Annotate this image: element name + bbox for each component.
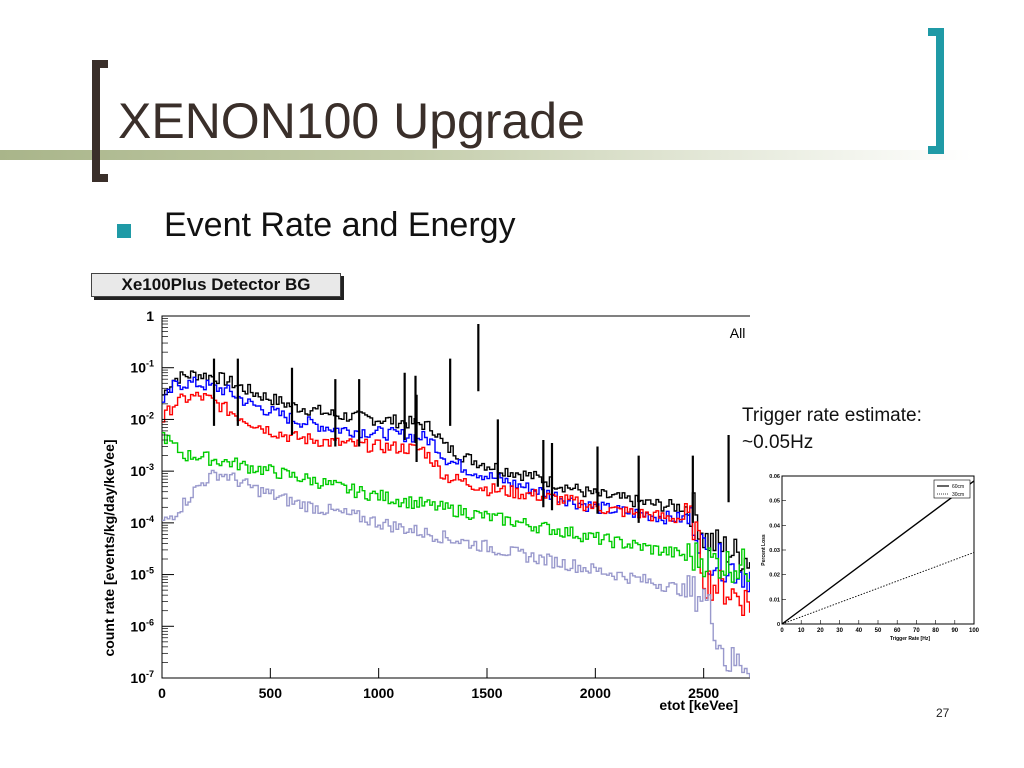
main-legend-entry: All Materials [730,325,750,341]
small-xtick-label: 80 [932,628,939,634]
small-xtick-label: 0 [780,628,784,634]
small-legend-entry: 30cm [952,492,964,498]
main-series-copper [162,469,750,678]
main-xtick-label: 2000 [580,685,611,701]
main-xtick-label: 1000 [363,685,394,701]
small-xtick-label: 40 [855,628,862,634]
small-ytick-label: 0.01 [769,597,780,603]
small-ytick-label: 0.03 [769,548,780,554]
main-ytick-label: 10-2 [130,410,154,427]
main-xlabel: etot [keVee] [659,697,738,713]
main-ylabel: count rate [events/kg/day/keVee] [101,439,117,656]
small-legend-box [933,479,971,499]
main-series-all-materials [162,370,750,572]
small-xtick-label: 100 [969,628,980,634]
small-series-30cm [781,552,975,625]
slide-number: 27 [936,706,950,720]
main-ytick-label: 10-1 [130,359,154,376]
small-xtick-label: 30 [836,628,843,634]
main-xtick-label: 0 [158,685,166,701]
title-rule [0,150,1024,160]
small-ytick-label: 0.06 [769,474,780,480]
small-xtick-label: 90 [951,628,958,634]
small-xtick-label: 20 [817,628,824,634]
small-ylabel: Percent Loss [761,534,767,566]
main-ytick-label: 10-6 [130,617,154,634]
main-series-teflon [162,432,750,583]
main-ytick-label: 10-3 [130,462,154,479]
trigger-rate-chart: 0 10 20 30 40 50 60 70 80 90 100 0 0.01 0.02 0.03 0.04 0… [761,474,980,642]
main-series-pmts [162,376,750,593]
background-spectrum-chart: 050010001500200025003000110-110-210-310-… [101,308,750,713]
main-xtick-label: 2500 [688,685,719,701]
slide-title: XENON100 Upgrade [118,93,585,149]
small-legend-entry: 60cm [952,484,964,490]
small-xtick-label: 10 [798,628,805,634]
trigger-rate-note: Trigger rate estimate: ~0.05Hz [742,402,922,456]
small-xtick-label: 50 [875,628,882,634]
small-xtick-label: 60 [894,628,901,634]
title-bracket-left [92,60,108,182]
small-ytick-label: 0 [777,622,780,628]
trigger-rate-line1: Trigger rate estimate: [742,405,922,426]
small-series-60cm [781,480,975,625]
main-xtick-label: 500 [259,685,283,701]
small-xtick-label: 70 [913,628,920,634]
bullet-text: Event Rate and Energy [164,206,516,244]
main-plot-frame [161,315,750,679]
small-ytick-label: 0.02 [769,573,780,579]
main-ytick-label: 10-5 [130,566,154,583]
small-xlabel: Trigger Rate [Hz] [890,636,930,642]
main-chart-title: Xe100Plus Detector BG [91,273,341,297]
small-ytick-label: 0.04 [769,523,781,529]
bullet-marker [117,224,131,238]
title-bracket-right [928,28,944,154]
small-ytick-label: 0.05 [769,499,780,505]
trigger-rate-line2: ~0.05Hz [742,432,814,453]
main-ytick-label: 10-7 [130,669,154,686]
main-xtick-label: 1500 [471,685,502,701]
main-ytick-label: 1 [146,308,154,324]
main-ytick-label: 10-4 [130,514,154,531]
